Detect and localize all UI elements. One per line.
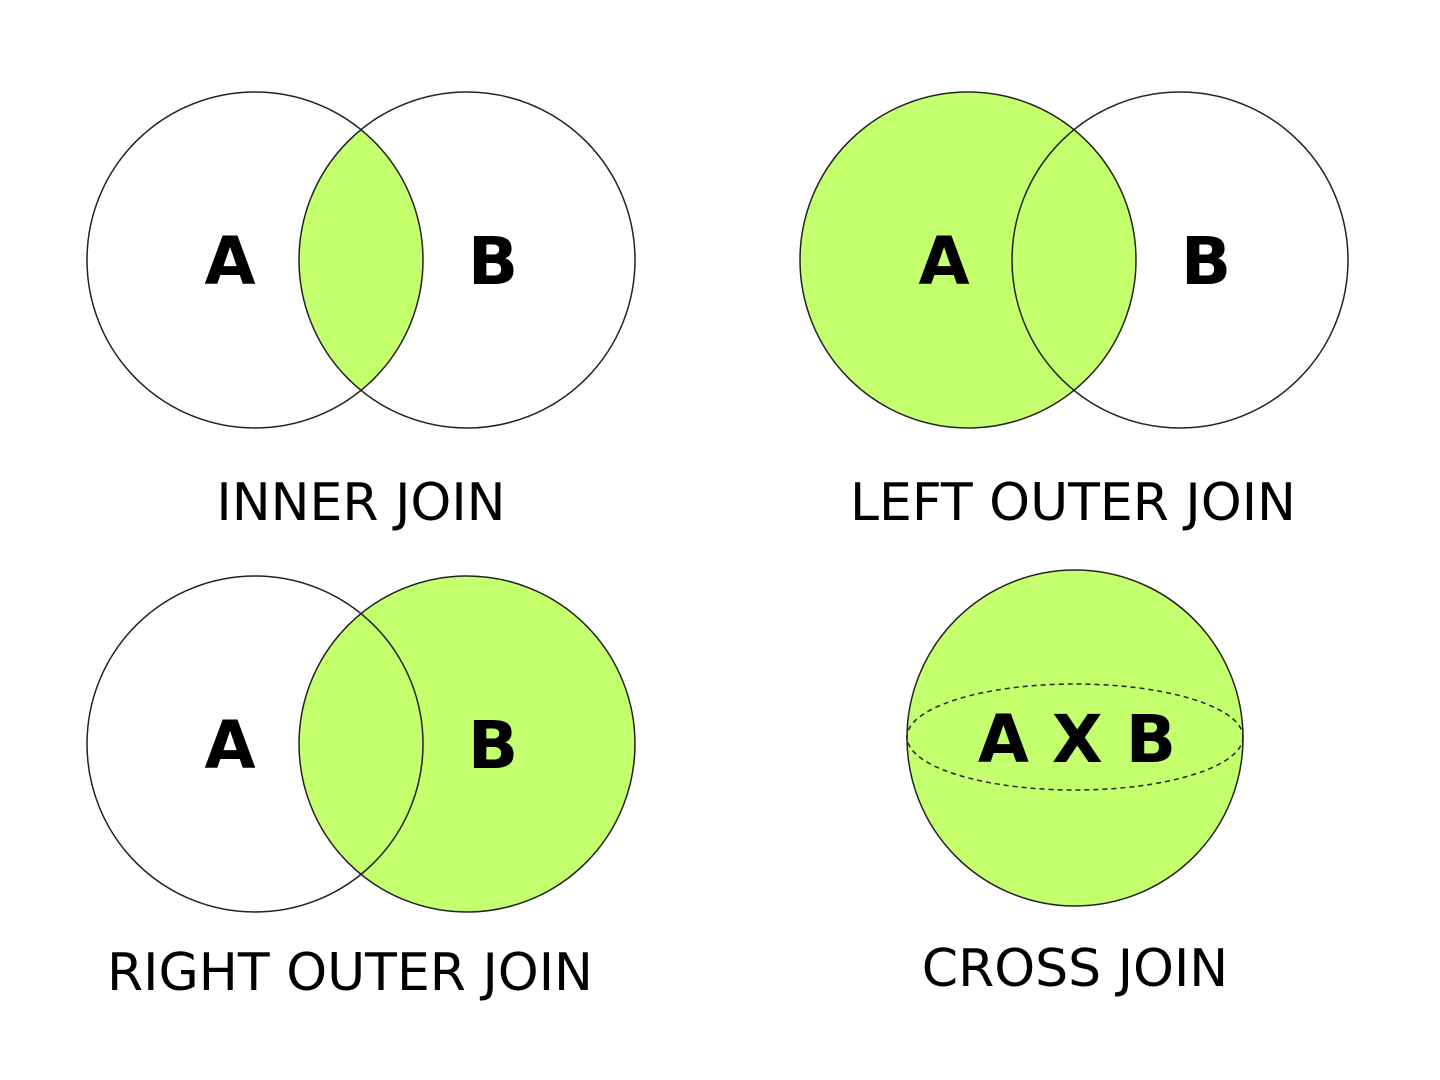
left-outer-join-set-a-fill: [800, 92, 1136, 428]
inner-join-set-a-label: A: [204, 223, 255, 300]
left-outer-join-set-a-label: A: [918, 223, 969, 300]
right-outer-join-set-b-circle: [298, 575, 636, 913]
right-outer-join-caption: RIGHT OUTER JOIN: [107, 943, 593, 1003]
inner-join-set-a-circle: [86, 91, 424, 429]
right-outer-join-set-a-circle: [86, 575, 424, 913]
right-outer-join-set-b-label: B: [468, 707, 518, 784]
inner-join-set-b-circle: [298, 91, 636, 429]
inner-join-panel: A B INNER JOIN: [86, 91, 636, 533]
cross-join-center-label: A X B: [978, 701, 1176, 778]
inner-join-set-b-label: B: [468, 223, 518, 300]
left-outer-join-set-b-circle: [1011, 91, 1349, 429]
cross-join-fill: [907, 570, 1243, 906]
left-outer-join-caption: LEFT OUTER JOIN: [850, 473, 1296, 533]
inner-join-overlap-fill: [299, 92, 423, 428]
left-outer-join-panel: A B LEFT OUTER JOIN: [799, 91, 1349, 533]
cross-join-caption: CROSS JOIN: [922, 939, 1228, 999]
left-outer-join-set-b-label: B: [1181, 223, 1231, 300]
right-outer-join-set-a-label: A: [204, 707, 255, 784]
right-outer-join-set-b-fill: [299, 576, 635, 912]
left-outer-join-set-a-circle: [799, 91, 1137, 429]
right-outer-join-panel: A B RIGHT OUTER JOIN: [86, 575, 636, 1003]
cross-join-panel: A X B CROSS JOIN: [906, 569, 1244, 999]
inner-join-caption: INNER JOIN: [216, 473, 505, 533]
cross-join-equator-ellipse: [906, 683, 1244, 791]
